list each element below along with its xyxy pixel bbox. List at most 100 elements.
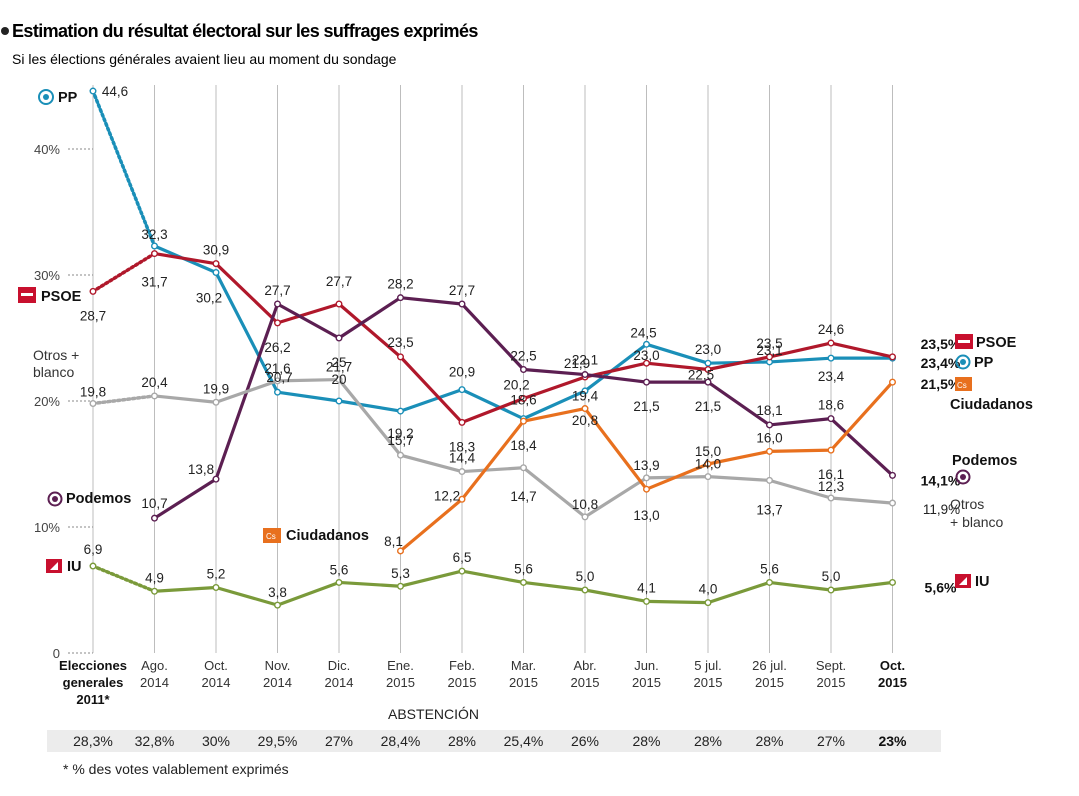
data-point-3-7 <box>520 464 528 472</box>
data-point-3-1 <box>150 392 158 400</box>
data-label-1-12: 24,6 <box>818 322 844 337</box>
data-point-3-8 <box>581 513 589 521</box>
x-tick-label-13-1: 2015 <box>878 675 907 690</box>
data-label-4-6: 12,2 <box>434 488 460 503</box>
data-labels: 44,6 32,3 30,2 20,7 20 19,2 20,9 18,6 20,8 24,5 23… <box>80 84 961 600</box>
data-point-1-6 <box>458 418 466 426</box>
abstention-value-10: 28% <box>694 733 722 749</box>
data-label-4-5: 8,1 <box>384 534 403 549</box>
data-label-0-4: 20 <box>331 372 346 387</box>
abstention-value-13: 23% <box>878 733 907 749</box>
data-label-2-6: 27,7 <box>449 283 475 298</box>
abstention-value-5: 28,4% <box>381 733 421 749</box>
data-point-1-9 <box>643 359 651 367</box>
x-tick-label-11-1: 2015 <box>755 675 784 690</box>
data-point-5-5 <box>397 582 405 590</box>
data-point-3-9 <box>643 474 651 482</box>
x-tick-label-6-0: Feb. <box>449 658 475 673</box>
data-label-1-4: 27,7 <box>326 274 352 289</box>
legend-psoe: PSOE <box>41 289 82 305</box>
y-tick-label-2: 20% <box>34 394 60 409</box>
data-label-3-0: 19,8 <box>80 385 106 400</box>
legend-ciudadanos: Ciudadanos <box>286 528 369 544</box>
x-tick-label-3-1: 2014 <box>263 675 292 690</box>
podemos-logo-icon <box>955 469 971 485</box>
x-tick-label-8-0: Abr. <box>573 658 596 673</box>
abstention-title: ABSTENCIÓN <box>388 706 479 722</box>
legend-iu: IU <box>67 559 82 575</box>
data-point-0-0 <box>89 87 97 95</box>
data-point-4-11 <box>766 447 774 455</box>
data-label-4-8: 19,4 <box>572 389 599 404</box>
data-label-0-0: 44,6 <box>102 84 128 99</box>
x-tick-label-10-0: 5 jul. <box>694 658 721 673</box>
legend-left: PP PSOE Otros + blanco Podemos Cs Ciudad… <box>18 89 369 575</box>
data-label-1-8: 21,9 <box>564 356 590 371</box>
x-tick-label-0-2: 2011* <box>76 692 110 707</box>
legend-psoe-right: PSOE <box>976 335 1017 351</box>
data-point-4-6 <box>458 495 466 503</box>
data-point-0-4 <box>335 397 343 405</box>
data-point-2-6 <box>458 300 466 308</box>
data-point-0-3 <box>274 388 282 396</box>
data-point-3-4 <box>335 376 343 384</box>
data-point-2-3 <box>274 300 282 308</box>
y-tick-label-1: 10% <box>34 520 60 535</box>
data-label-3-13: 11,9% <box>923 502 960 517</box>
data-label-1-0: 28,7 <box>80 308 106 323</box>
data-point-1-12 <box>827 339 835 347</box>
data-point-3-10 <box>704 473 712 481</box>
y-tick-label-3: 30% <box>34 268 60 283</box>
data-label-3-9: 13,9 <box>633 458 659 473</box>
abstention-value-12: 27% <box>817 733 845 749</box>
data-label-2-3: 27,7 <box>264 283 290 298</box>
data-label-1-10: 22,5 <box>688 368 714 383</box>
series-dotted-segment-3 <box>91 394 157 406</box>
data-label-2-5: 28,2 <box>387 277 413 292</box>
data-point-0-12 <box>827 354 835 362</box>
data-point-5-0 <box>89 562 97 570</box>
data-point-4-13 <box>889 378 897 386</box>
podemos-logo-icon <box>47 491 63 507</box>
abstention-value-6: 28% <box>448 733 476 749</box>
data-point-0-10 <box>704 359 712 367</box>
data-label-5-3: 3,8 <box>268 585 287 600</box>
x-tick-label-6-1: 2015 <box>448 675 477 690</box>
data-point-0-2 <box>212 268 220 276</box>
data-label-4-12: 16,1 <box>818 467 844 482</box>
data-label-0-3: 20,7 <box>266 370 292 385</box>
y-tick-label-4: 40% <box>34 142 60 157</box>
data-point-4-10 <box>704 460 712 468</box>
data-label-1-7: 20,2 <box>503 377 529 392</box>
legend-podemos: Podemos <box>66 491 131 507</box>
data-point-1-5 <box>397 353 405 361</box>
data-label-5-10: 4,0 <box>699 582 718 597</box>
x-tick-label-5-0: Ene. <box>387 658 414 673</box>
abstention-row: 28,3% 32,8% 30% 29,5% 27% 28,4% 28% 25,4% 26% 28%… <box>73 733 907 749</box>
data-point-5-2 <box>212 583 220 591</box>
pp-logo-icon <box>955 354 971 370</box>
legend-pp: PP <box>58 90 78 106</box>
x-tick-label-8-1: 2015 <box>571 675 600 690</box>
data-point-0-6 <box>458 386 466 394</box>
data-point-1-13 <box>889 353 897 361</box>
data-label-2-13: 14,1% <box>921 472 961 488</box>
data-point-0-5 <box>397 407 405 415</box>
data-point-5-4 <box>335 578 343 586</box>
data-label-2-1: 10,7 <box>141 496 167 511</box>
data-point-2-4 <box>335 334 343 342</box>
data-point-1-4 <box>335 300 343 308</box>
data-point-3-13 <box>889 499 897 507</box>
data-point-3-2 <box>212 398 220 406</box>
data-point-5-9 <box>643 597 651 605</box>
ciudadanos-logo-icon: Cs <box>263 528 281 543</box>
data-label-2-11: 18,1 <box>756 403 782 418</box>
y-tick-label-0: 0 <box>53 646 60 661</box>
abstention-band <box>47 730 941 752</box>
iu-logo-icon <box>955 574 971 588</box>
legend-podemos-right: Podemos <box>952 453 1017 469</box>
data-label-5-12: 5,0 <box>822 569 841 584</box>
data-point-2-1 <box>150 514 158 522</box>
x-tick-label-12-1: 2015 <box>817 675 846 690</box>
psoe-logo-icon <box>18 287 36 303</box>
